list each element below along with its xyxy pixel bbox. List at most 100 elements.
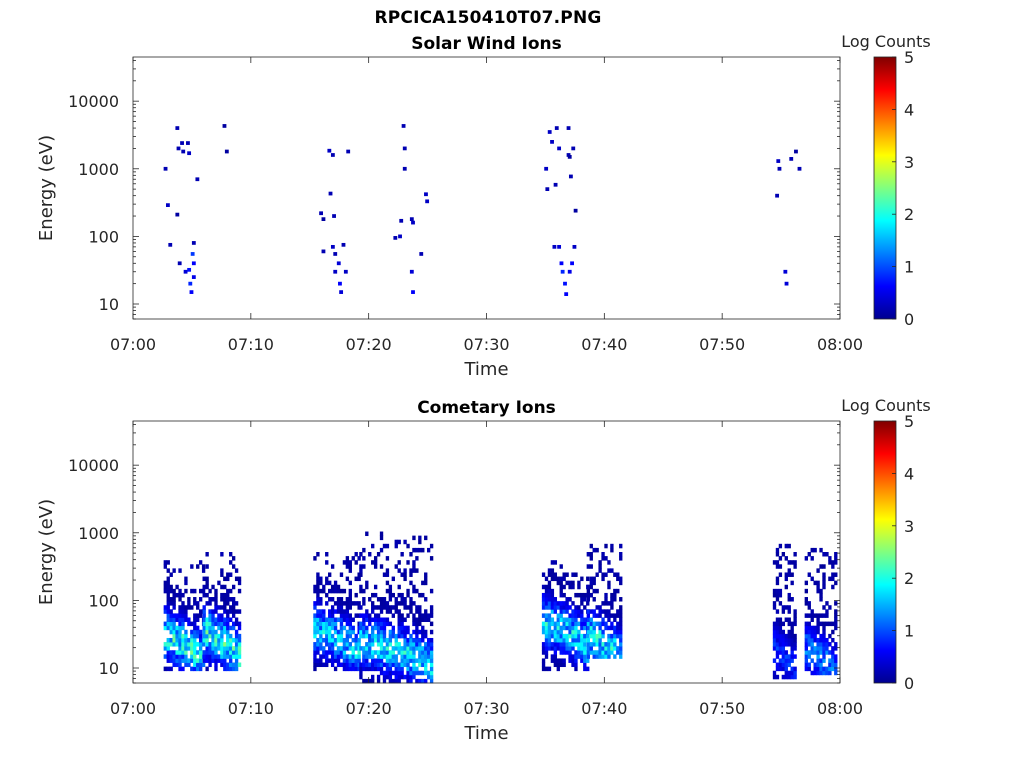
heatmap-cell [357, 556, 361, 561]
heatmap-cell [424, 572, 428, 577]
heatmap-cell [412, 642, 416, 647]
heatmap-cell [313, 658, 317, 663]
heatmap-cell [371, 637, 375, 643]
heatmap-cell [412, 588, 416, 594]
heatmap-cell [190, 621, 194, 627]
heatmap-cell [385, 646, 390, 651]
heatmap-cell [550, 592, 555, 598]
heatmap-cell [348, 646, 352, 651]
heatmap-cell [385, 654, 390, 659]
heatmap-cell [810, 650, 814, 655]
heatmap-cell [541, 625, 546, 631]
heatmap-cell [169, 658, 173, 663]
heatmap-cell [406, 642, 410, 647]
heatmap-cell [412, 613, 416, 618]
heatmap-cell [775, 629, 780, 635]
heatmap-cell [325, 625, 329, 631]
heatmap-cell [184, 662, 188, 668]
heatmap-cell [217, 633, 221, 639]
heatmap-cell [418, 621, 422, 627]
heatmap-cell [357, 613, 361, 618]
heatmap-cell [421, 650, 425, 655]
heatmap-cell [819, 646, 823, 651]
heatmap-cell [607, 650, 611, 655]
heatmap-cell [316, 629, 320, 635]
heatmap-cell [550, 654, 555, 659]
heatmap-cell [781, 642, 786, 647]
heatmap-cell [316, 592, 320, 598]
heatmap-cell [339, 625, 344, 631]
heatmap-cell [412, 617, 416, 622]
heatmap-cell [339, 650, 344, 655]
heatmap-cell [787, 592, 791, 598]
heatmap-cell [421, 678, 425, 684]
heatmap-cell [819, 658, 823, 663]
heatmap-cell [778, 564, 783, 569]
heatmap-cell [571, 625, 575, 631]
heatmap-cell [586, 629, 591, 635]
heatmap-cell [577, 592, 581, 598]
heatmap-cell [784, 605, 788, 610]
heatmap-cell [382, 678, 387, 684]
heatmap-cell [553, 597, 558, 602]
heatmap-cell [777, 166, 782, 171]
heatmap-cell [325, 662, 329, 668]
heatmap-cell [348, 633, 352, 639]
heatmap-cell [198, 646, 203, 651]
heatmap-cell [187, 658, 191, 663]
heatmap-cell [403, 601, 407, 606]
heatmap-cell [371, 674, 375, 680]
heatmap-cell [553, 650, 558, 655]
heatmap-cell [775, 592, 780, 598]
heatmap-cell [553, 642, 558, 647]
heatmap-cell [547, 613, 552, 618]
heatmap-cell [411, 290, 415, 294]
heatmap-cell [376, 662, 381, 668]
heatmap-cell [220, 568, 224, 573]
heatmap-cell [807, 621, 811, 627]
heatmap-cell [354, 646, 358, 651]
heatmap-cell [607, 601, 611, 606]
heatmap-cell [376, 613, 381, 618]
heatmap-cell [583, 650, 587, 655]
heatmap-cell [328, 617, 332, 622]
heatmap-cell [784, 572, 788, 577]
heatmap-cell [565, 646, 569, 651]
heatmap-cell [556, 625, 560, 631]
heatmap-cell [237, 576, 242, 582]
heatmap-cell [813, 580, 817, 586]
heatmap-cell [316, 658, 320, 663]
heatmap-cell [775, 552, 780, 557]
heatmap-cell [421, 646, 425, 651]
heatmap-cell [424, 646, 428, 651]
heatmap-cell [193, 617, 197, 622]
heatmap-cell [220, 621, 224, 627]
heatmap-cell [592, 650, 596, 655]
heatmap-cell [775, 633, 780, 639]
heatmap-cell [586, 637, 591, 643]
heatmap-cell [583, 662, 587, 668]
heatmap-cell [580, 633, 584, 639]
heatmap-cell [166, 605, 170, 610]
heatmap-cell [583, 646, 587, 651]
heatmap-cell [178, 637, 182, 643]
heatmap-cell [226, 572, 230, 577]
heatmap-cell [775, 580, 780, 586]
heatmap-cell [351, 662, 355, 668]
heatmap-cell [790, 666, 794, 672]
heatmap-cell [342, 613, 347, 618]
heatmap-cell [565, 621, 569, 627]
y-tick-label: 10 [99, 295, 119, 314]
heatmap-cell [598, 609, 602, 614]
heatmap-cell [567, 154, 572, 159]
heatmap-cell [415, 670, 419, 676]
heatmap-cell [784, 576, 788, 582]
heatmap-cell [589, 629, 593, 635]
heatmap-cell [589, 646, 593, 651]
solar-wind-xlabel: Time [463, 359, 508, 380]
heatmap-cell [205, 564, 209, 569]
heatmap-cell [178, 658, 182, 663]
heatmap-cell [616, 613, 620, 618]
heatmap-cell [592, 609, 596, 614]
heatmap-cell [810, 556, 814, 561]
